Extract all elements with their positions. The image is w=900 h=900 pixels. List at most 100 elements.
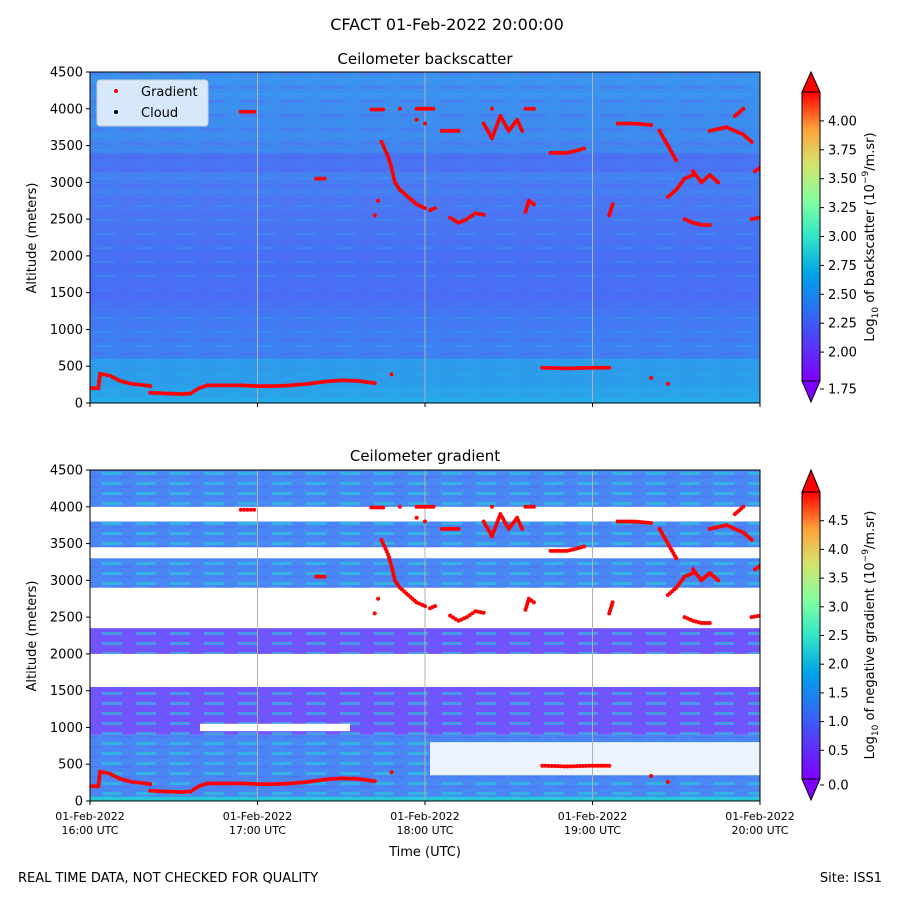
gradient-point <box>372 779 377 784</box>
panel-title-gradient: Ceilometer gradient <box>350 447 500 465</box>
gradient-point <box>222 781 226 786</box>
gradient-point <box>699 620 704 625</box>
gradient-point <box>378 505 383 510</box>
gradient-point <box>227 781 232 786</box>
gradient-point <box>601 763 606 768</box>
gradient-point <box>543 365 548 370</box>
gradient-point <box>97 377 102 382</box>
gradient-point <box>433 206 438 211</box>
gradient-point <box>248 507 253 512</box>
gradient-point <box>604 763 609 768</box>
backscatter-colorbar-extend-max <box>801 70 821 93</box>
gradient-point <box>97 775 102 780</box>
gradient-point <box>205 383 210 388</box>
gradient-point <box>453 526 458 531</box>
gradient-point <box>160 789 165 794</box>
backscatter-y-axis-label: Altitude (meters) <box>25 183 40 294</box>
gradient-point <box>133 780 138 785</box>
gradient-point <box>618 519 623 524</box>
gradient-point <box>562 150 567 155</box>
x-tick-label: 01-Feb-2022 <box>558 810 627 823</box>
gradient-point <box>716 180 721 185</box>
gradient-point <box>749 537 754 542</box>
gradient-colorbar-extend-max <box>801 468 821 493</box>
gradient-point <box>607 365 612 370</box>
gradient-point <box>555 366 560 371</box>
gradient-point <box>97 772 102 777</box>
gradient-point <box>568 366 573 371</box>
colorbar-tick-label: 0.0 <box>828 779 849 794</box>
gradient-point <box>423 604 427 609</box>
gradient-point <box>314 176 319 181</box>
gradient-colorbar-extend-min <box>801 778 821 802</box>
gradient-point <box>598 365 603 370</box>
gradient-point <box>607 763 612 768</box>
gradient-point <box>154 788 159 793</box>
gradient-point <box>702 222 707 227</box>
x-tick-label: 01-Feb-2022 <box>390 810 459 823</box>
y-tick-label: 3500 <box>50 139 83 154</box>
gradient-point <box>543 763 548 768</box>
gradient-point <box>577 366 582 371</box>
legend-cloud-label: Cloud <box>141 106 178 121</box>
gradient-point <box>552 764 557 769</box>
gradient-point <box>559 150 564 155</box>
gradient-point <box>531 600 536 605</box>
gradient-point <box>230 781 235 786</box>
backscatter-vertical-grid <box>257 72 593 403</box>
gradient-point <box>255 384 260 389</box>
gradient-point <box>154 390 159 395</box>
colorbar-tick-label: 4.00 <box>828 114 857 129</box>
colorbar-tick-label: 3.0 <box>828 600 849 615</box>
gradient-point <box>674 158 679 163</box>
gradient-point <box>98 371 103 376</box>
colorbar-tick-label: 2.50 <box>828 288 857 303</box>
gradient-point <box>414 106 419 111</box>
gradient-point <box>629 121 634 126</box>
gradient-point <box>593 763 598 768</box>
gradient-point <box>470 213 475 218</box>
gradient-point <box>428 106 433 111</box>
gradient-point <box>554 548 559 553</box>
gradient-x-axis-label: Time (UTC) <box>388 845 461 860</box>
cb1-label-main: Log <box>863 736 878 759</box>
gradient-point <box>442 526 447 531</box>
gradient-point <box>235 781 240 786</box>
gradient-point <box>456 526 461 531</box>
gradient-point <box>414 117 419 122</box>
gradient-point <box>490 106 494 111</box>
gradient-point <box>96 386 101 391</box>
gradient-point <box>450 128 455 133</box>
gradient-point <box>133 382 138 387</box>
gradient-point <box>97 374 102 379</box>
gradient-gradient-points <box>90 504 760 795</box>
gradient-point <box>136 382 141 387</box>
cb1-label-sub: 10 <box>871 724 881 736</box>
gradient-point <box>322 176 327 181</box>
y-tick-label: 3000 <box>50 176 83 191</box>
gradient-point <box>442 128 447 133</box>
y-tick-label: 500 <box>58 360 83 375</box>
gradient-point <box>93 784 98 789</box>
gradient-point <box>529 106 534 111</box>
x-tick-label: 19:00 UTC <box>564 824 621 837</box>
gradient-point <box>425 106 430 111</box>
gradient-point <box>96 781 101 786</box>
gradient-point <box>699 222 704 227</box>
gradient-point <box>615 519 620 524</box>
gradient-point <box>375 505 380 510</box>
gradient-point <box>559 548 564 553</box>
gradient-point <box>555 764 560 769</box>
backscatter-colorbar: 1.75 2.00 2.25 2.50 2.75 3.00 3.25 3.50 3.75 4.00… <box>801 70 881 404</box>
y-tick-label: 4000 <box>50 102 83 117</box>
gradient-point <box>93 386 98 391</box>
x-tick-label: 16:00 UTC <box>61 824 118 837</box>
gradient-point <box>423 519 427 524</box>
gradient-point <box>582 544 587 549</box>
gradient-point <box>604 365 609 370</box>
gradient-point <box>208 383 213 388</box>
gradient-point <box>205 781 210 786</box>
y-tick-label: 500 <box>58 758 83 773</box>
gradient-y-ticks: 0 500 1000 1500 2000 2500 3000 3500 4000 4500 <box>50 464 90 810</box>
colorbar-tick-label: 3.50 <box>828 172 857 187</box>
